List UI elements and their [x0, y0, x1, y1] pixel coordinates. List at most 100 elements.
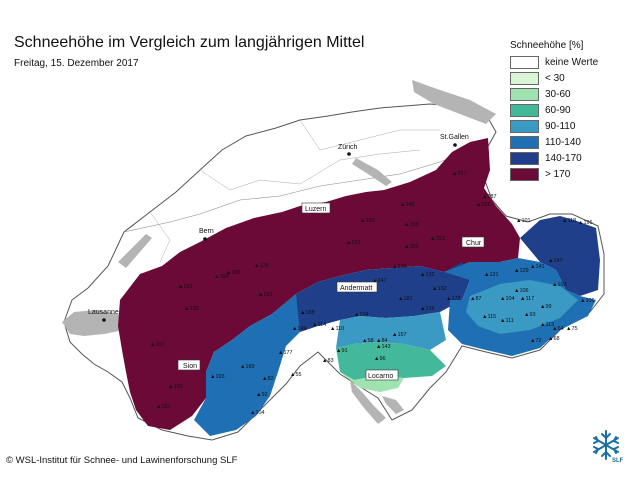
- legend-item: keine Werte: [510, 54, 635, 70]
- station-value: ▲96: [374, 356, 386, 362]
- city-sion: Sion: [177, 359, 201, 371]
- station-value: ▲93: [524, 312, 536, 318]
- legend: Schneehöhe [%] keine Werte < 30 30-60 60-90…: [510, 40, 635, 182]
- station-value: ▲87: [470, 296, 482, 302]
- city-zurich: Zürich: [338, 144, 358, 156]
- svg-text:Lausanne: Lausanne: [88, 309, 119, 316]
- legend-item: 90-110: [510, 118, 635, 134]
- lake-lugano: [382, 396, 404, 414]
- station-value: ▲157: [392, 332, 407, 338]
- city-locarno: Locarno: [365, 369, 399, 381]
- station-labels: ▲217 ▲287 ▲229 ▲118 ▲196 ▲101 ▲178 ▲165▲164 ▲191…: [150, 171, 595, 416]
- legend-item: 140-170: [510, 150, 635, 166]
- station-value: ▲177: [278, 350, 293, 356]
- station-value: ▲165: [226, 270, 241, 276]
- station-value: ▲55: [290, 372, 302, 378]
- station-value: ▲64: [552, 326, 564, 332]
- station-value: ▲83: [322, 358, 334, 364]
- station-value: ▲103: [552, 282, 567, 288]
- station-value: ▲169: [240, 364, 255, 370]
- station-value: ▲124: [354, 312, 369, 318]
- station-value: ▲196: [578, 220, 593, 226]
- legend-swatch: [510, 87, 539, 101]
- station-value: ▲129: [514, 268, 529, 274]
- lake-neuchatel: [118, 234, 152, 268]
- station-value: ▲121: [484, 272, 499, 278]
- station-value: ▲147: [548, 258, 563, 264]
- legend-swatch: [510, 103, 539, 117]
- station-value: ▲188: [300, 310, 315, 316]
- station-value: ▲172: [446, 296, 461, 302]
- legend-item: 30-60: [510, 86, 635, 102]
- station-value: ▲164: [214, 274, 229, 280]
- station-value: ▲114: [312, 322, 326, 328]
- station-value: ▲181: [258, 292, 273, 298]
- station-value: ▲58: [362, 338, 374, 344]
- region-60-90: [336, 342, 446, 380]
- station-value: ▲139: [184, 306, 199, 312]
- region-110-140: [194, 294, 300, 436]
- map-title: Schneehöhe im Vergleich zum langjährigen…: [14, 34, 365, 51]
- legend-item: > 170: [510, 166, 635, 182]
- station-value: ▲91: [336, 348, 348, 354]
- city-chur: Chur: [461, 236, 485, 248]
- station-value: ▲111: [500, 318, 514, 324]
- station-value: ▲82: [262, 376, 274, 382]
- legend-swatch: [510, 151, 539, 165]
- station-value: ▲141: [530, 264, 545, 270]
- svg-text:Sion: Sion: [183, 363, 197, 370]
- svg-text:Luzern: Luzern: [305, 206, 327, 213]
- station-value: ▲101: [516, 218, 531, 224]
- svg-text:Locarno: Locarno: [368, 373, 393, 380]
- station-value: ▲115: [482, 314, 496, 320]
- station-value: ▲132: [420, 272, 435, 278]
- station-value: ▲113: [540, 322, 554, 328]
- station-value: ▲169: [360, 218, 375, 224]
- region-140-170: [254, 262, 470, 356]
- station-value: ▲158: [404, 222, 419, 228]
- copyright-notice: © WSL-Institut für Schnee- und Lawinenfo…: [6, 455, 238, 466]
- station-value: ▲229: [476, 202, 491, 208]
- station-value: ▲155: [168, 384, 183, 390]
- station-value: ▲230: [392, 264, 407, 270]
- station-value: ▲247: [372, 278, 387, 284]
- legend-swatch: [510, 71, 539, 85]
- station-value: ▲117: [520, 296, 534, 302]
- station-value: ▲126: [420, 306, 435, 312]
- station-value: ▲106: [514, 288, 529, 294]
- station-value: ▲213: [430, 236, 445, 242]
- station-value: ▲84: [376, 338, 388, 344]
- station-value: ▲287: [482, 194, 497, 200]
- city-andermatt: Andermatt: [336, 281, 378, 293]
- city-luzern: Luzern: [301, 202, 331, 214]
- station-value: ▲178: [254, 263, 269, 269]
- legend-label: > 170: [545, 168, 571, 180]
- city-bern: Bern: [199, 228, 214, 241]
- station-value: ▲75: [566, 326, 578, 332]
- station-value: ▲118: [562, 218, 576, 224]
- legend-label: < 30: [545, 72, 565, 84]
- city-lausanne: Lausanne: [88, 309, 119, 322]
- svg-text:Bern: Bern: [199, 228, 214, 235]
- legend-title: Schneehöhe [%]: [510, 40, 584, 51]
- station-value: ▲132: [432, 286, 447, 292]
- station-value: ▲146: [400, 202, 415, 208]
- station-value: ▲110: [330, 326, 344, 332]
- map-subtitle: Freitag, 15. Dezember 2017: [14, 58, 139, 69]
- region-over-170: [118, 138, 520, 430]
- lake-constance: [412, 80, 496, 124]
- legend-item: 110-140: [510, 134, 635, 150]
- svg-text:Andermatt: Andermatt: [340, 285, 372, 292]
- lake-geneva: [62, 310, 130, 336]
- station-value: ▲202: [150, 342, 165, 348]
- station-value: ▲68: [548, 336, 560, 342]
- station-value: ▲212: [346, 240, 361, 246]
- station-value: ▲72: [530, 338, 542, 344]
- svg-text:Chur: Chur: [466, 240, 482, 247]
- station-value: ▲143: [376, 344, 391, 350]
- region-90-110: [336, 312, 446, 350]
- legend-label: 30-60: [545, 88, 571, 100]
- station-value: ▲250: [404, 244, 419, 250]
- lake-zurich: [352, 158, 392, 186]
